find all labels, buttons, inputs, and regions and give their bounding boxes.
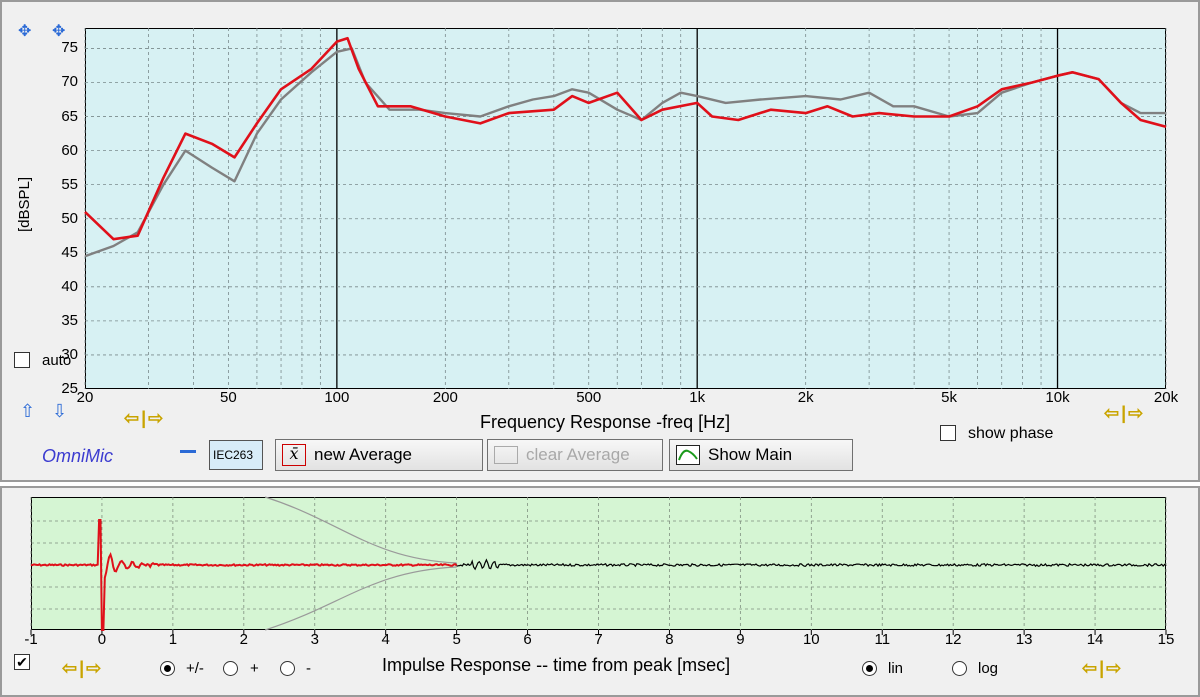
- fr-x-tick-label: 200: [432, 389, 458, 406]
- scale-lin-radio[interactable]: [862, 661, 877, 676]
- fr-series-red: [84, 36, 1167, 241]
- new-average-label: new Average: [314, 445, 412, 464]
- fr-y-tick-label: 30: [61, 345, 78, 363]
- scroll-right-icon[interactable]: ⇦|⇨: [1104, 403, 1146, 423]
- fr-x-tick-label: 500: [576, 389, 602, 406]
- ir-x-tick-label: 2: [239, 631, 248, 648]
- polarity-minus-label: -: [306, 660, 311, 677]
- fr-y-tick-label: 65: [61, 107, 78, 125]
- fr-x-tick-label: 20: [76, 389, 94, 406]
- fr-x-tick-label: 2k: [797, 389, 814, 406]
- up-arrow-icon[interactable]: ⇧: [20, 401, 36, 421]
- frequency-response-plot[interactable]: [85, 28, 1166, 389]
- move-arrows-icon[interactable]: ✥: [18, 23, 32, 40]
- ir-x-tick-label: 3: [310, 631, 319, 648]
- scroll-left-icon[interactable]: ⇦|⇨: [124, 408, 166, 428]
- ir-x-tick-label: 1: [168, 631, 178, 648]
- fr-x-tick-label: 10k: [1045, 389, 1070, 406]
- impulse-scroll-left-icon[interactable]: ⇦|⇨: [62, 658, 104, 678]
- ir-x-tick-label: 7: [594, 631, 603, 648]
- impulse-scroll-right-icon[interactable]: ⇦|⇨: [1082, 658, 1124, 678]
- polarity-minus-radio[interactable]: [280, 661, 295, 676]
- polarity-plus-radio[interactable]: [223, 661, 238, 676]
- impulse-checkbox[interactable]: ✔: [14, 654, 30, 670]
- clear-average-label: clear Average: [526, 445, 630, 464]
- ir-window-lower: [264, 566, 457, 631]
- ir-x-tick-label: 8: [665, 631, 674, 648]
- ir-window-upper: [264, 496, 457, 564]
- clear-average-button[interactable]: clear Average: [487, 439, 663, 471]
- new-average-button[interactable]: x̄ new Average: [275, 439, 483, 471]
- polarity-plusminus-radio[interactable]: [160, 661, 175, 676]
- fr-x-tick-label: 20k: [1153, 389, 1179, 406]
- ir-x-tick-label: 13: [1015, 631, 1033, 648]
- show-main-button[interactable]: Show Main: [669, 439, 853, 471]
- fr-y-tick-label: 70: [61, 73, 78, 91]
- ir-series-red: [30, 519, 458, 631]
- ir-x-tick-label: -1: [24, 631, 38, 648]
- auto-checkbox[interactable]: [14, 352, 30, 368]
- fr-y-tick-label: 50: [61, 209, 78, 227]
- impulse-axis-title: Impulse Response -- time from peak [msec…: [382, 655, 731, 675]
- scale-lin-label: lin: [888, 660, 904, 677]
- show-phase-label: show phase: [968, 425, 1054, 442]
- ir-series-black: [456, 558, 1167, 571]
- minus-icon[interactable]: [180, 450, 196, 453]
- polarity-plus-label: +: [250, 660, 259, 677]
- fr-y-tick-label: 40: [61, 277, 78, 295]
- fr-x-tick-label: 50: [220, 389, 237, 406]
- fr-x-tick-label: 100: [324, 389, 350, 406]
- ir-x-tick-label: 0: [97, 631, 107, 648]
- scale-log-radio[interactable]: [952, 661, 967, 676]
- ir-x-tick-label: 6: [523, 631, 532, 648]
- show-main-label: Show Main: [708, 445, 793, 464]
- ir-x-tick-label: 15: [1157, 631, 1175, 648]
- fr-y-tick-label: 55: [61, 175, 78, 193]
- fr-x-tick-label: 5k: [941, 389, 957, 406]
- fr-y-tick-label: 60: [61, 141, 78, 159]
- ir-x-tick-label: 9: [736, 631, 745, 648]
- fr-x-tick-label: 1k: [689, 389, 706, 406]
- zoom-arrows-icon[interactable]: ✥: [52, 23, 66, 40]
- ir-x-tick-label: 4: [381, 631, 390, 648]
- ir-x-tick-label: 5: [452, 631, 461, 648]
- fr-y-tick-label: 45: [61, 243, 78, 261]
- ir-x-tick-label: 11: [874, 631, 891, 648]
- scale-log-label: log: [978, 660, 999, 677]
- ir-x-tick-label: 14: [1086, 631, 1104, 648]
- show-main-icon: [676, 445, 700, 465]
- show-phase-checkbox[interactable]: [940, 425, 956, 441]
- omnimic-brand: OmniMic: [42, 446, 113, 466]
- fr-series-grey: [84, 47, 1166, 258]
- fr-y-tick-label: 25: [61, 380, 78, 397]
- ir-x-tick-label: 10: [802, 631, 820, 648]
- frequency-axis-title: Frequency Response -freq [Hz]: [480, 412, 731, 432]
- iec-badge[interactable]: IEC263: [209, 440, 263, 470]
- polarity-plusminus-label: +/-: [186, 660, 204, 677]
- ir-x-tick-label: 12: [944, 631, 962, 648]
- down-arrow-icon[interactable]: ⇩: [52, 401, 68, 421]
- fr-y-tick-label: 35: [61, 311, 78, 329]
- auto-label: auto: [42, 352, 72, 369]
- average-icon: x̄: [282, 444, 306, 466]
- fr-y-tick-label: 75: [61, 39, 78, 57]
- clear-average-icon: [494, 446, 518, 464]
